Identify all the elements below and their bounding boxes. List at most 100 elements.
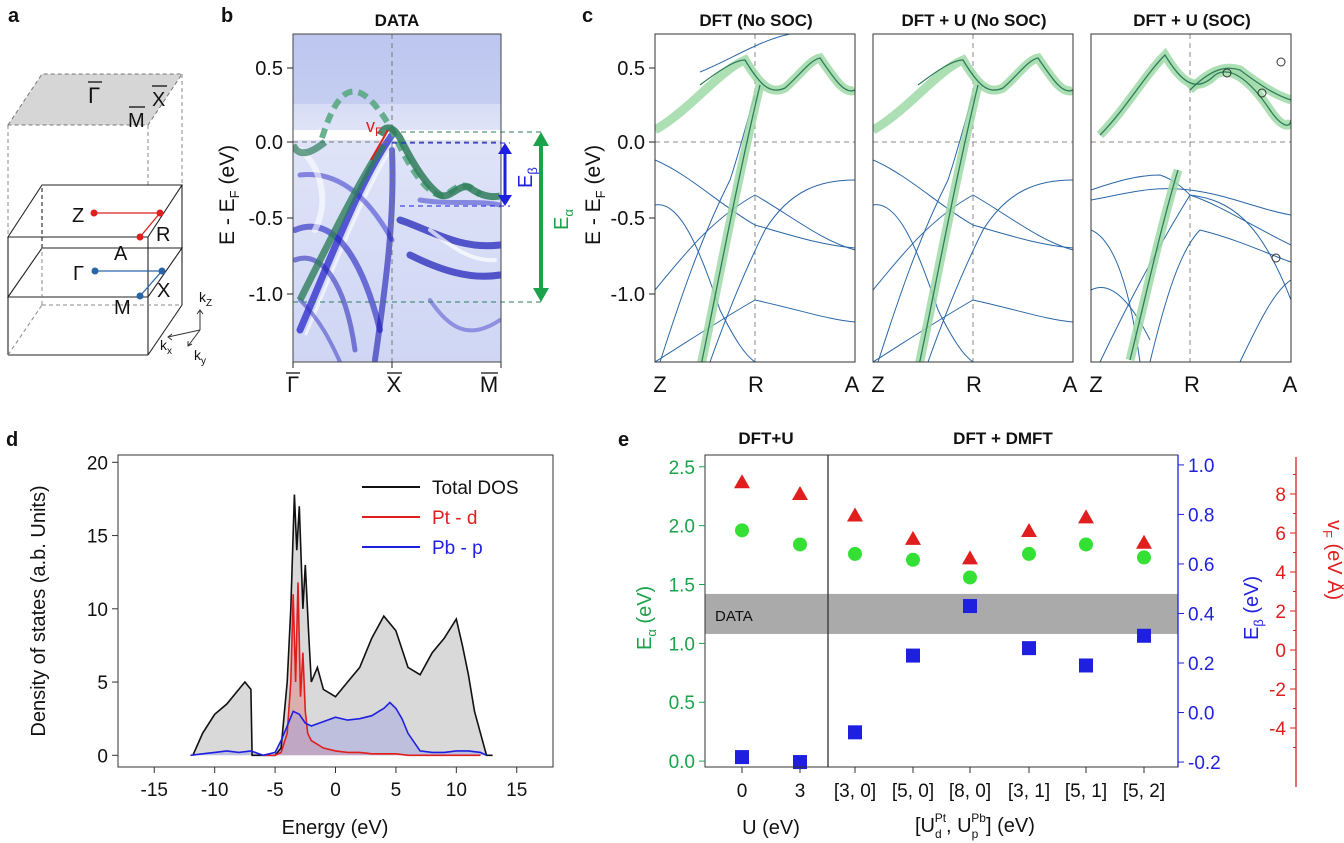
tick-label: 0.0 [617, 132, 645, 154]
marker-e-beta [1079, 658, 1093, 673]
data-band-label: DATA [715, 608, 753, 625]
e-beta-arrow [498, 143, 512, 206]
legend-label: Pt - d [432, 508, 477, 529]
e-alpha-label: Eα [551, 209, 576, 230]
marker-e-beta [848, 725, 862, 740]
panel-e-label: e [618, 429, 629, 451]
group-title-dft-u: DFT+U [738, 429, 793, 448]
tick-label: 0.5 [617, 58, 645, 80]
band-dashed-line [319, 88, 483, 199]
panel-b: b DATA [216, 5, 576, 397]
y-tick-label: 15 [87, 527, 108, 548]
tick-label: 0.5 [255, 58, 283, 80]
surface-bz [7, 73, 183, 126]
y-tick-label-beta: 0.6 [1188, 555, 1214, 576]
e-beta-axis-label: Eβ (eV) [1241, 576, 1266, 640]
y-tick-label-alpha: 1.5 [669, 576, 695, 597]
x-tick-label: [3, 0] [834, 781, 876, 802]
y-tick-label-beta: 1.0 [1188, 456, 1214, 477]
dos-line-pt-d [263, 582, 481, 757]
x-axis-label-right: [UdPt, UpPb] (eV) [915, 811, 1035, 841]
dft-no-soc-subpanel: DFT (No SOC) Z R [653, 11, 859, 397]
x-tick-label: 0 [737, 781, 748, 802]
marker-vf [1136, 534, 1152, 549]
tick-label: Z [653, 372, 666, 397]
marker-vf [962, 550, 978, 565]
x-tick-label: 15 [506, 780, 527, 801]
marker-e-alpha [1079, 537, 1093, 552]
tick-label: X [387, 372, 402, 397]
x-tick-label: -10 [201, 780, 228, 801]
x-tick-label: [5, 1] [1065, 781, 1107, 802]
x-tick-label: [8, 0] [949, 781, 991, 802]
y-tick-label: 20 [87, 453, 108, 474]
panel-b-label: b [221, 5, 233, 27]
tick-label: Γ [287, 372, 299, 397]
tick-label: Z [1089, 372, 1102, 397]
e-alpha-axis-label: Eα (eV) [634, 586, 659, 650]
dispersion-fit-line [296, 143, 386, 302]
y-tick-label-beta: -0.2 [1188, 753, 1221, 774]
panel-d: d -15 -10 -5 0 5 10 15 0 5 10 15 20 Total DOS Pt - d… [6, 429, 554, 839]
marker-e-beta [963, 599, 977, 614]
marker-e-beta [1137, 628, 1151, 643]
y-tick-label: 10 [87, 600, 108, 621]
marker-e-beta [735, 750, 749, 765]
dos-area-0 [192, 494, 493, 756]
y-tick-label-alpha: 2.0 [669, 517, 695, 538]
kz-label: kZ [199, 289, 212, 309]
x-tick-label: [3, 1] [1008, 781, 1050, 802]
marker-e-beta [906, 648, 920, 663]
tick-label: 0.0 [255, 132, 283, 154]
marker-vf [847, 507, 863, 522]
panel-a: a Γ M X Z R A Γ X M [6, 5, 212, 367]
x-tick-label: 0 [330, 780, 341, 801]
panel-b-y-label: E - EF (eV) [216, 145, 242, 245]
bulk-bz [6, 184, 184, 356]
marker-e-alpha [1137, 550, 1151, 565]
surface-gamma-label: Γ [88, 83, 100, 108]
surface-x-label: X [152, 89, 165, 111]
y-tick-label-vf: -4 [1269, 719, 1286, 740]
y-tick-label-alpha: 1.0 [669, 634, 695, 655]
marker-e-alpha [793, 537, 807, 552]
marker-e-alpha [1022, 546, 1036, 561]
marker-e-alpha [735, 523, 749, 538]
y-tick-label-vf: 8 [1275, 485, 1286, 506]
tick-label: A [1283, 372, 1298, 397]
arpes-image [293, 34, 501, 362]
kx-label: kx [160, 337, 172, 357]
panel-e: e DATA DFT+U DFT + DMFT 0.0 0.5 1.0 1.5 2.0 2.5… [618, 429, 1344, 841]
panel-b-title: DATA [375, 11, 420, 30]
dft-u-no-soc-subpanel: DFT + U (No SOC) Z R A [871, 11, 1077, 397]
k-axes-icon [167, 309, 204, 347]
x-tick-label: [5, 0] [892, 781, 934, 802]
marker-e-alpha [963, 570, 977, 585]
tick-label: -0.5 [249, 208, 283, 230]
tick-label: M [480, 372, 498, 397]
x-tick-label: 10 [446, 780, 467, 801]
x-axis-label: Energy (eV) [282, 817, 389, 839]
tick-label: Z [871, 372, 884, 397]
tick-label: A [1063, 372, 1078, 397]
marker-vf [1078, 509, 1094, 524]
subpanel-title: DFT + U (No SOC) [902, 11, 1047, 30]
x-tick-label: -15 [141, 780, 168, 801]
marker-vf [734, 474, 750, 489]
vf-axis-label: vF (eV Å) [1320, 520, 1344, 600]
panel-d-label: d [6, 429, 18, 451]
tick-label: A [845, 372, 860, 397]
y-tick-label: 5 [97, 673, 108, 694]
panel-c-y-label: E - EF (eV) [582, 145, 608, 245]
ky-label: ky [194, 347, 206, 367]
x-tick-label: -5 [267, 780, 284, 801]
panel-b-y-axis: 0.5 0.0 -0.5 -1.0 E - EF (eV) [216, 58, 293, 306]
tick-label: R [748, 372, 764, 397]
y-tick-label: 0 [97, 746, 108, 767]
panel-a-label: a [8, 5, 20, 27]
tick-label: R [966, 372, 982, 397]
y-tick-label-vf: 4 [1275, 563, 1286, 584]
tick-label: -1.0 [249, 284, 283, 306]
y-axis-label: Density of states (a.b. Units) [28, 485, 50, 736]
x-tick-label: [5, 2] [1123, 781, 1165, 802]
